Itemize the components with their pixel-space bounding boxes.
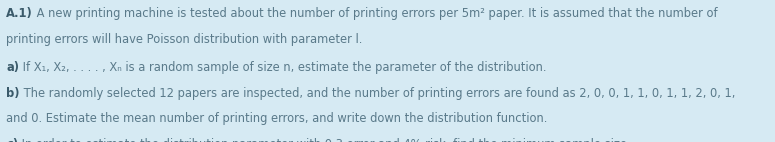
Text: The randomly selected 12 papers are inspected, and the number of printing errors: The randomly selected 12 papers are insp…: [19, 87, 735, 100]
Text: A.1): A.1): [6, 7, 33, 20]
Text: a): a): [6, 61, 19, 74]
Text: A new printing machine is tested about the number of printing errors per 5m² pap: A new printing machine is tested about t…: [33, 7, 718, 20]
Text: b): b): [6, 87, 19, 100]
Text: and 0. Estimate the mean number of printing errors, and write down the distribut: and 0. Estimate the mean number of print…: [6, 112, 548, 125]
Text: In order to estimate the distribution parameter with 0.3 error and 4% risk, find: In order to estimate the distribution pa…: [19, 138, 631, 142]
Text: printing errors will have Poisson distribution with parameter l.: printing errors will have Poisson distri…: [6, 33, 363, 46]
Text: c): c): [6, 138, 19, 142]
Text: If X₁, X₂, . . . . , Xₙ is a random sample of size n, estimate the parameter of : If X₁, X₂, . . . . , Xₙ is a random samp…: [19, 61, 546, 74]
